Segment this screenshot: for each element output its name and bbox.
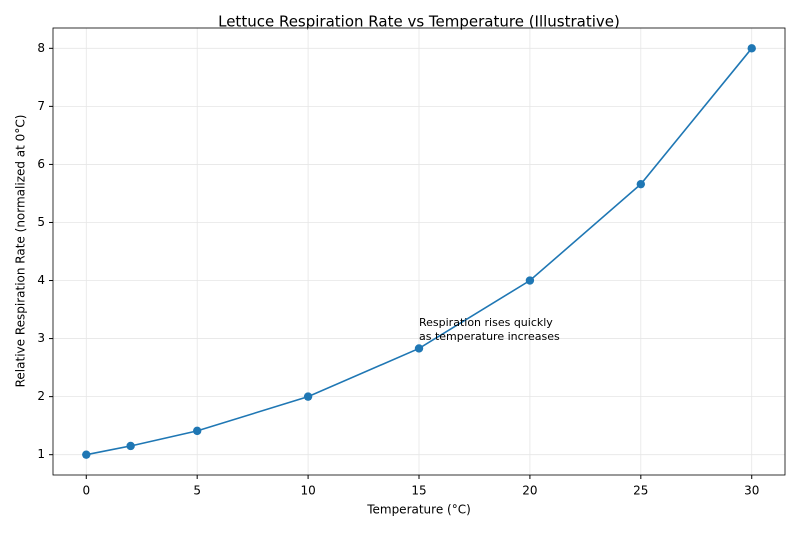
x-tick-label: 15 — [411, 484, 426, 498]
chart-title: Lettuce Respiration Rate vs Temperature … — [218, 13, 620, 31]
x-tick-label: 30 — [744, 484, 759, 498]
x-tick-label: 20 — [522, 484, 537, 498]
marker — [747, 44, 756, 53]
marker — [525, 276, 535, 285]
plot-frame — [52, 27, 786, 476]
marker — [636, 179, 646, 189]
y-tick-label: 4 — [37, 273, 45, 287]
x-tick-label: 25 — [633, 484, 648, 498]
marker — [126, 441, 135, 451]
annotation: as temperature increases — [419, 330, 560, 343]
marker — [303, 392, 313, 401]
line — [86, 47, 753, 456]
y-tick-label: 5 — [37, 215, 45, 229]
marker — [192, 426, 202, 436]
marker — [82, 450, 91, 459]
y-tick-label: 2 — [37, 389, 45, 403]
x-tick-label: 5 — [193, 484, 201, 498]
x-tick-label: 0 — [82, 484, 90, 498]
y-tick-label: 7 — [37, 99, 45, 113]
y-tick-label: 6 — [37, 157, 45, 171]
y-tick-label: 1 — [37, 447, 45, 461]
y-axis-label: Relative Respiration Rate (normalized at… — [14, 115, 28, 388]
x-axis-label: Temperature (°C) — [366, 503, 471, 517]
x-tick-label: 10 — [300, 484, 315, 498]
annotation: Respiration rises quickly — [419, 316, 553, 329]
marker — [414, 344, 424, 353]
y-tick-label: 8 — [37, 41, 45, 55]
y-tick-label: 3 — [37, 331, 45, 345]
